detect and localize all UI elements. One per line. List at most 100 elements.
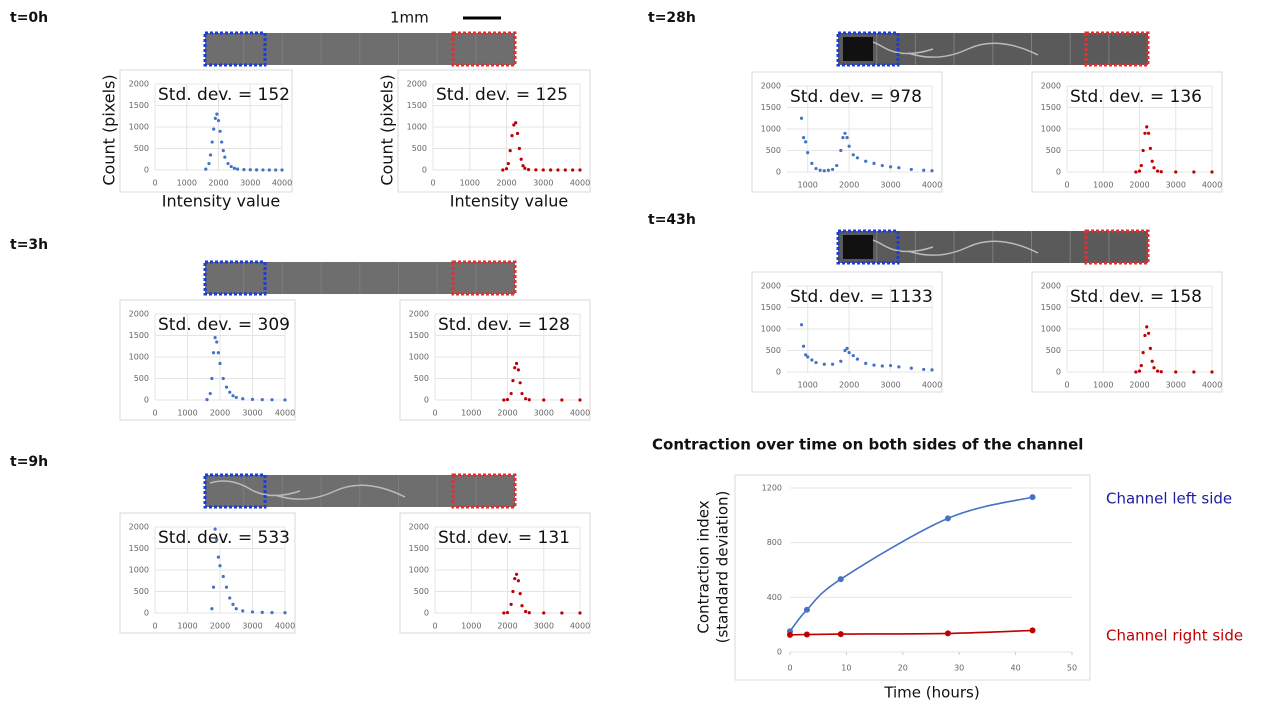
x-tick-label: 1000 — [1093, 181, 1113, 190]
data-point — [803, 631, 810, 638]
y-tick-label: 1000 — [1041, 125, 1061, 134]
data-point — [213, 116, 217, 120]
data-point — [218, 129, 222, 133]
y-tick-label: 0 — [424, 396, 429, 405]
chart-frame — [734, 474, 1091, 681]
data-point — [220, 140, 224, 144]
data-point — [922, 168, 926, 172]
data-point — [1152, 366, 1156, 370]
y-tick-label: 1000 — [409, 566, 429, 575]
series-line — [789, 496, 1033, 632]
x-tick-label: 3000 — [240, 179, 260, 188]
data-point — [205, 397, 209, 402]
y-axis-label: Count (pixels) — [100, 74, 119, 185]
data-point — [872, 363, 876, 367]
panel-label: t=28h — [648, 10, 696, 26]
y-tick-label: 0 — [144, 166, 149, 175]
data-point — [830, 362, 835, 366]
data-point — [563, 168, 567, 172]
y-tick-label: 2000 — [129, 523, 149, 532]
x-tick-label: 3000 — [1166, 181, 1186, 190]
data-point — [1139, 363, 1143, 368]
data-point — [571, 168, 575, 172]
data-point — [851, 354, 855, 358]
x-tick-label: 1000 — [177, 622, 197, 631]
x-tick-label: 50 — [1067, 664, 1077, 673]
data-point — [223, 155, 227, 159]
data-point — [542, 611, 546, 615]
y-tick-label: 1500 — [761, 103, 781, 112]
data-point — [810, 161, 814, 165]
x-tick-label: 0 — [152, 622, 157, 631]
data-point — [234, 607, 238, 611]
data-point — [847, 144, 851, 148]
data-point — [839, 148, 843, 153]
annotation: Std. dev. = 125 — [436, 85, 568, 105]
data-point — [221, 574, 225, 579]
data-point — [280, 168, 284, 172]
data-point — [541, 168, 545, 172]
data-point — [229, 164, 233, 169]
data-point — [215, 340, 219, 344]
y-tick-label: 0 — [144, 396, 149, 405]
x-tick-label: 4000 — [275, 622, 295, 631]
data-point — [504, 167, 509, 171]
data-point — [260, 610, 264, 614]
x-tick-label: 0 — [152, 409, 157, 418]
legend-label: Channel left side — [1106, 490, 1232, 508]
data-point — [204, 167, 208, 171]
data-point — [843, 131, 847, 135]
data-point — [505, 397, 510, 402]
data-point — [1146, 331, 1151, 335]
y-tick-label: 2000 — [129, 310, 149, 319]
data-point — [524, 609, 528, 614]
data-point — [526, 167, 531, 172]
data-point — [872, 161, 876, 165]
y-tick-label: 2000 — [129, 80, 149, 89]
data-point — [803, 606, 810, 613]
data-point — [1145, 125, 1149, 129]
data-point — [909, 366, 913, 370]
y-tick-label: 0 — [1056, 368, 1061, 377]
x-tick-label: 0 — [787, 664, 792, 673]
left-roi — [203, 31, 267, 67]
left-roi — [836, 229, 900, 265]
annotation: Std. dev. = 1133 — [790, 287, 933, 307]
data-point — [542, 398, 546, 402]
data-point — [1134, 370, 1138, 374]
data-point — [1156, 369, 1160, 373]
data-point — [274, 168, 278, 172]
x-tick-label: 4000 — [1202, 181, 1222, 190]
data-point — [799, 116, 804, 120]
right-roi — [451, 31, 517, 67]
x-tick-label: 2000 — [208, 179, 228, 188]
data-point — [822, 362, 826, 366]
data-point — [1148, 146, 1152, 150]
y-tick-label: 1500 — [1041, 103, 1061, 112]
x-tick-label: 2000 — [210, 409, 230, 418]
data-point — [897, 166, 901, 170]
annotation: Std. dev. = 978 — [790, 87, 922, 107]
y-axis-label: Contraction index — [695, 500, 713, 633]
y-tick-label: 1000 — [129, 353, 149, 362]
data-point — [880, 163, 884, 168]
left-roi — [203, 260, 267, 296]
image-dark-region — [843, 235, 873, 259]
y-tick-label: 500 — [1046, 346, 1061, 355]
x-tick-label: 0 — [1064, 181, 1069, 190]
x-tick-label: 30 — [954, 664, 964, 673]
x-tick-label: 3000 — [880, 381, 900, 390]
data-point — [501, 168, 505, 172]
data-point — [215, 538, 219, 542]
image-texture — [209, 480, 406, 500]
y-tick-label: 2000 — [761, 282, 781, 291]
data-point — [843, 348, 847, 353]
data-point — [218, 361, 222, 366]
x-tick-label: 2000 — [496, 179, 516, 188]
data-point — [527, 398, 531, 402]
y-tick-label: 1000 — [1041, 325, 1061, 334]
data-point — [1143, 333, 1147, 338]
x-tick-label: 4000 — [272, 179, 292, 188]
data-point — [534, 168, 538, 172]
data-point — [841, 136, 845, 140]
